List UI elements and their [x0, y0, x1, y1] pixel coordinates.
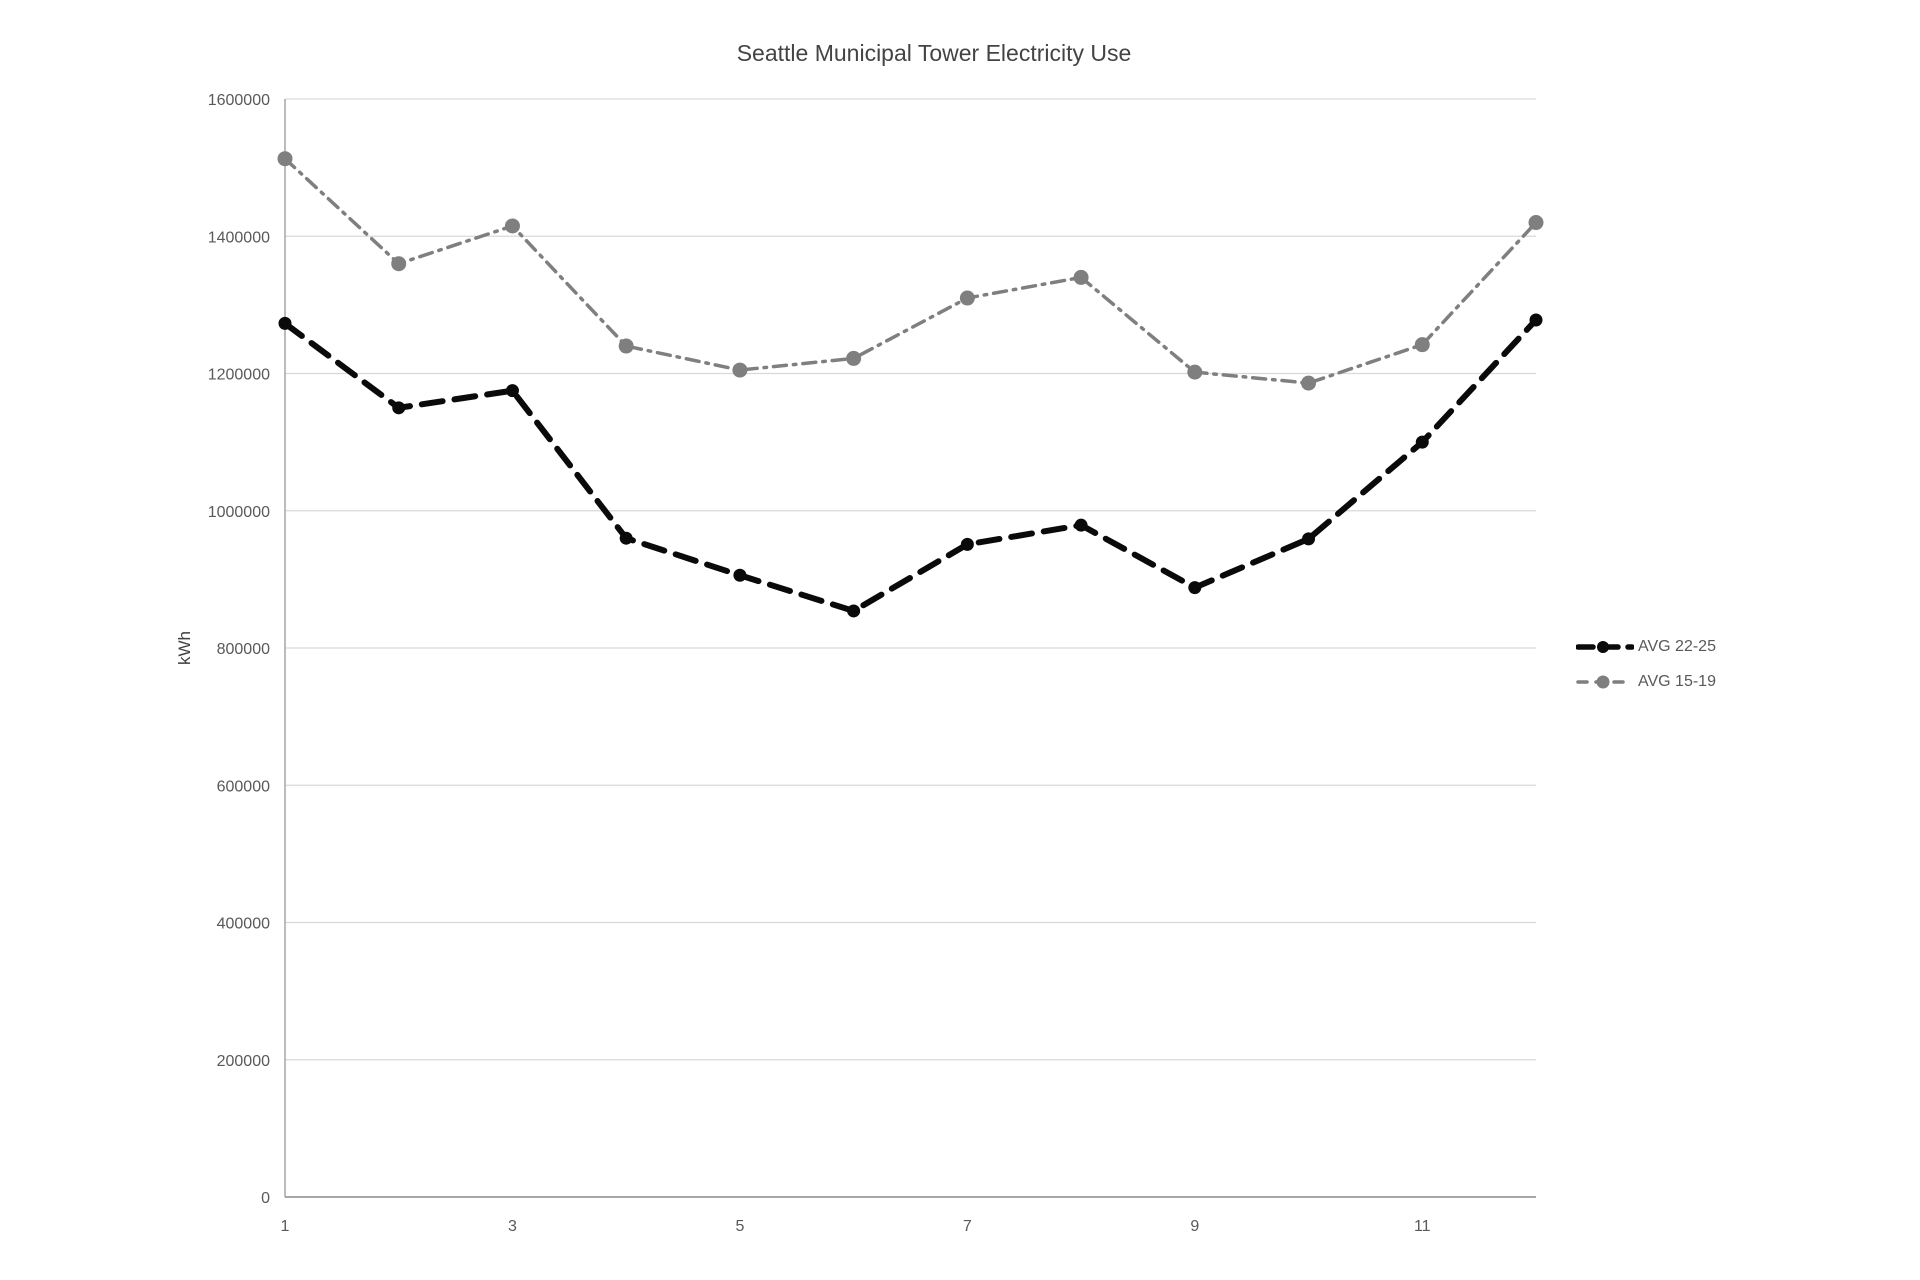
x-tick-label: 3 — [508, 1218, 517, 1235]
x-tick-label: 1 — [281, 1218, 290, 1235]
data-point-marker — [392, 401, 406, 415]
x-tick-label: 9 — [1190, 1218, 1199, 1235]
y-tick-label: 800000 — [217, 641, 270, 658]
data-point-marker — [1187, 364, 1203, 380]
data-point-marker — [505, 384, 519, 398]
data-point-marker — [504, 218, 520, 234]
legend-line-sample-avg-15-19 — [1576, 675, 1634, 688]
data-point-marker — [1414, 337, 1430, 353]
y-tick-label: 0 — [261, 1190, 270, 1207]
x-tick-label: 11 — [1414, 1218, 1431, 1235]
series-line-avg-22-25 — [282, 316, 1539, 614]
data-point-marker — [1529, 313, 1543, 327]
data-point-marker — [1301, 375, 1317, 391]
y-tick-label: 200000 — [217, 1053, 270, 1070]
x-tick-label: 7 — [963, 1218, 972, 1235]
data-point-marker — [277, 151, 293, 167]
chart-title: Seattle Municipal Tower Electricity Use — [736, 40, 1132, 66]
x-tick-label: 5 — [735, 1218, 744, 1235]
y-tick-label: 1400000 — [208, 229, 270, 246]
legend-line-sample-avg-22-25 — [1576, 640, 1634, 653]
legend-label-avg-15-19: AVG 15-19 — [1638, 672, 1716, 690]
data-point-marker — [391, 256, 407, 272]
legend-entry-avg-15-19: AVG 15-19 — [1576, 664, 1716, 699]
legend: AVG 22-25 AVG 15-19 — [1576, 629, 1716, 699]
y-tick-label: 1200000 — [208, 367, 270, 384]
data-point-marker — [733, 568, 747, 582]
y-tick-label: 1000000 — [208, 504, 270, 521]
data-point-marker — [1528, 215, 1544, 231]
data-point-marker — [847, 604, 861, 618]
data-point-marker — [960, 537, 974, 551]
data-point-marker — [959, 290, 975, 306]
series-line-avg-15-19 — [283, 156, 1538, 385]
legend-entry-avg-22-25: AVG 22-25 — [1576, 629, 1716, 664]
legend-label-avg-22-25: AVG 22-25 — [1638, 637, 1716, 655]
y-tick-label: 400000 — [217, 916, 270, 933]
data-point-marker — [619, 531, 633, 545]
y-tick-label: 600000 — [217, 778, 270, 795]
data-point-marker — [618, 338, 634, 354]
data-point-marker — [1073, 269, 1089, 285]
data-point-marker — [1415, 435, 1429, 449]
data-point-marker — [732, 362, 748, 378]
data-point-marker — [278, 316, 292, 330]
y-tick-label: 1600000 — [208, 92, 270, 109]
data-point-marker — [1302, 532, 1316, 546]
data-point-marker — [1188, 581, 1202, 595]
data-point-marker — [846, 350, 862, 366]
data-point-marker — [1074, 518, 1088, 532]
